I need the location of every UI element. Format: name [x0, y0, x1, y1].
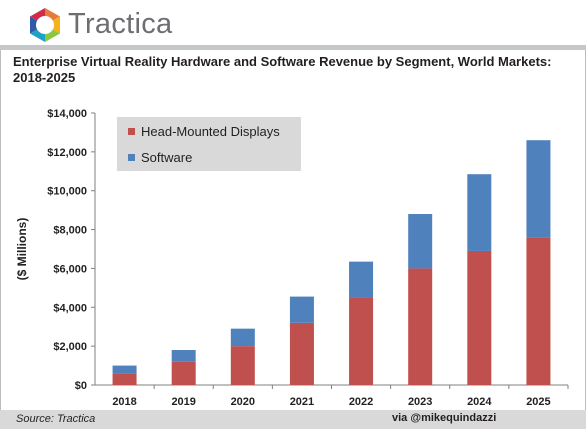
x-tick-label: 2024 [467, 396, 492, 408]
bar-hmd-2020 [230, 346, 255, 385]
bar-hmd-2018 [112, 373, 137, 385]
legend-box [117, 117, 301, 171]
y-tick-label: $8,000 [53, 225, 87, 237]
header-divider [0, 45, 586, 50]
bar-hmd-2023 [408, 268, 433, 385]
y-tick-label: $10,000 [47, 186, 87, 198]
bar-hmd-2019 [171, 361, 196, 385]
y-axis-title: ($ Millions) [15, 218, 29, 281]
x-tick-label: 2020 [231, 396, 255, 408]
x-tick-label: 2025 [526, 396, 550, 408]
bar-software-2018 [112, 365, 137, 374]
bar-hmd-2022 [349, 297, 374, 385]
y-tick-label: $4,000 [53, 302, 87, 314]
x-tick-label: 2018 [112, 396, 136, 408]
legend-label: Head-Mounted Displays [141, 124, 280, 139]
header: Tractica [0, 0, 586, 48]
legend-label: Software [141, 150, 192, 165]
bar-software-2024 [467, 174, 492, 251]
x-tick-label: 2019 [171, 396, 195, 408]
chart: $0 $2,000 $4,000 $6,000 $8,000 $10,000 $12,000… [15, 108, 569, 408]
bar-software-2022 [349, 261, 374, 298]
bar-hmd-2024 [467, 250, 492, 385]
bar-software-2025 [526, 140, 551, 238]
bar-hmd-2021 [289, 322, 314, 385]
brand-name: Tractica [68, 8, 173, 40]
y-tick-label: $2,000 [53, 341, 87, 353]
source-note: Source: Tractica [16, 413, 96, 425]
bar-software-2019 [171, 350, 196, 362]
legend-swatch [128, 128, 135, 135]
x-tick-label: 2021 [290, 396, 314, 408]
y-tick-label: $14,000 [47, 108, 87, 120]
y-tick-label: $12,000 [47, 147, 87, 159]
bar-software-2023 [408, 214, 433, 269]
chart-title: Enterprise Virtual Reality Hardware and … [13, 54, 552, 85]
footer: Source: Tractica via @mikequindazzi [0, 410, 586, 429]
x-tick-label: 2023 [408, 396, 432, 408]
credit-note: via @mikequindazzi [392, 412, 497, 424]
legend-swatch [128, 154, 135, 161]
bar-software-2020 [230, 328, 255, 347]
x-tick-label: 2022 [349, 396, 373, 408]
bar-hmd-2025 [526, 237, 551, 385]
y-tick-label: $6,000 [53, 263, 87, 275]
bar-software-2021 [289, 296, 314, 323]
tractica-logo-icon [30, 8, 60, 42]
y-tick-label: $0 [75, 380, 87, 392]
